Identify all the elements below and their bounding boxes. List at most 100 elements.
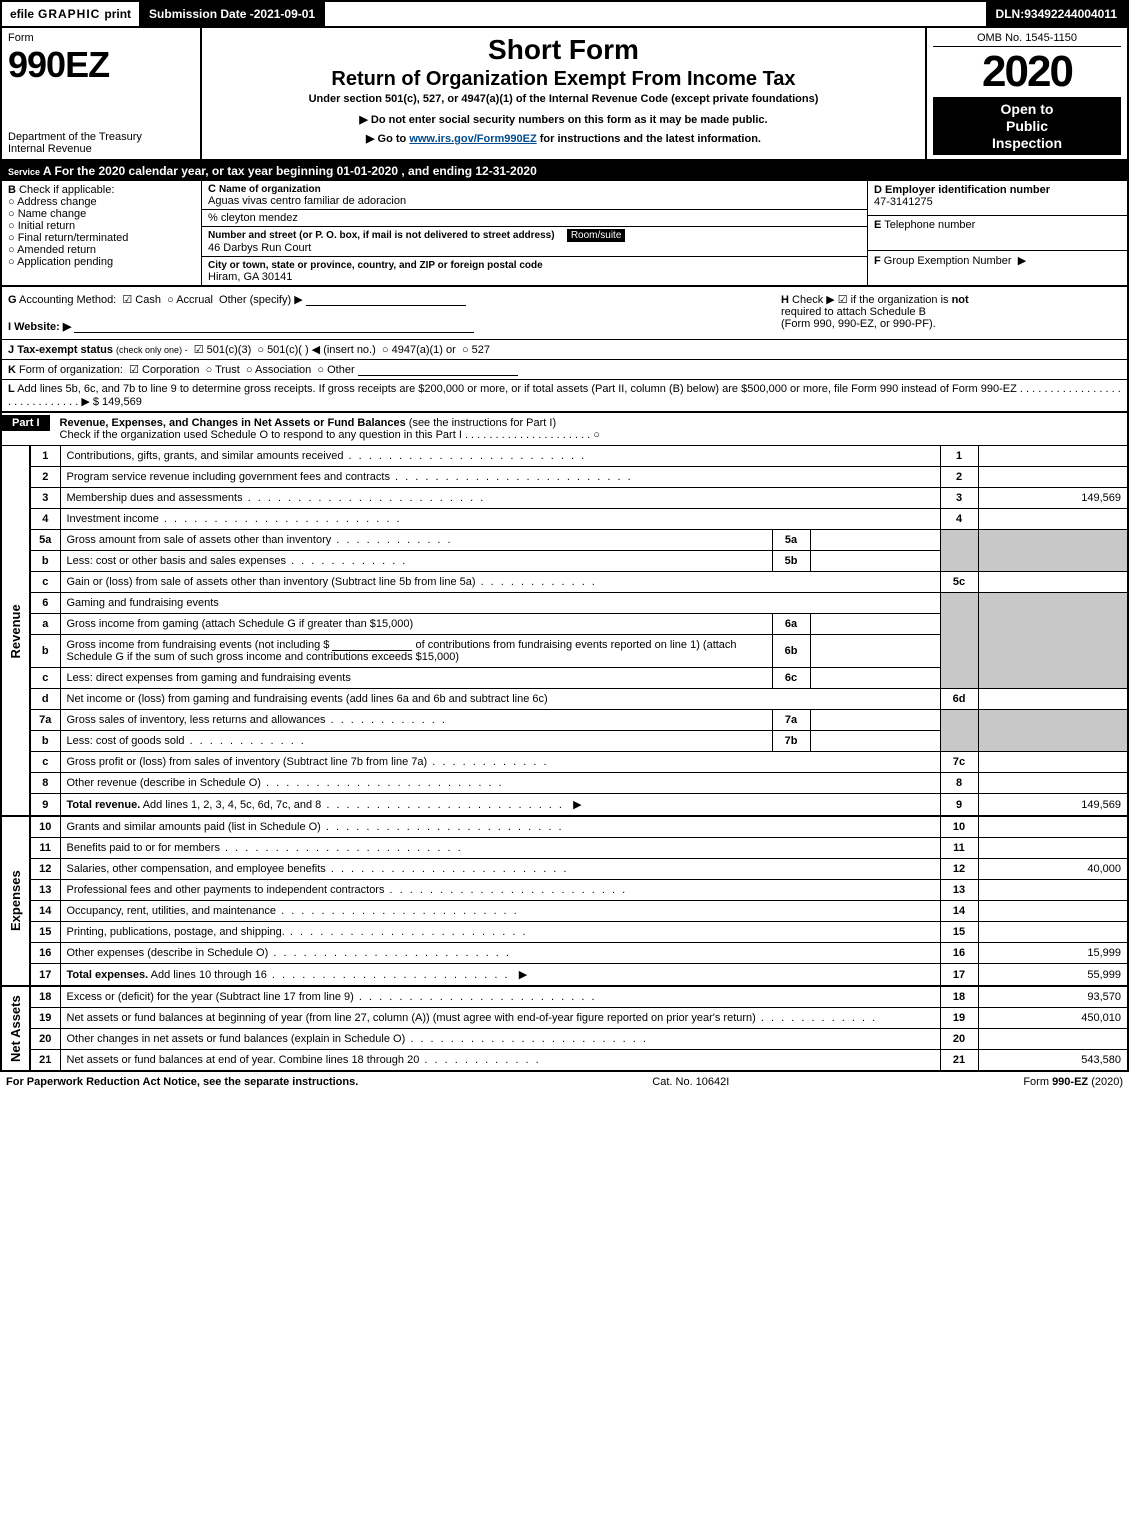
subval-7b bbox=[810, 731, 940, 752]
section-k: K Form of organization: Corporation Trus… bbox=[0, 359, 1129, 379]
form-number: 990EZ bbox=[8, 44, 194, 86]
ein-value: 47-3141275 bbox=[874, 196, 933, 208]
col-b: B Check if applicable: Address change Na… bbox=[2, 181, 202, 285]
check-if: Check if applicable: bbox=[19, 184, 114, 196]
service-tiny: Service bbox=[8, 167, 40, 177]
desc-6a: Gross income from gaming (attach Schedul… bbox=[60, 614, 772, 635]
ln-6d: d bbox=[30, 689, 60, 710]
greyval-7 bbox=[978, 710, 1128, 752]
city-label: City or town, state or province, country… bbox=[208, 260, 543, 271]
part-i-check-box[interactable]: ○ bbox=[593, 429, 600, 441]
sub-5a: 5a bbox=[772, 530, 810, 551]
desc-9b: Add lines 1, 2, 3, 4, 5c, 6d, 7c, and 8 bbox=[143, 799, 564, 811]
desc-14: Occupancy, rent, utilities, and maintena… bbox=[67, 905, 519, 917]
print-label[interactable]: print bbox=[104, 7, 131, 21]
j-label: J bbox=[8, 344, 14, 356]
ln-6c: c bbox=[30, 668, 60, 689]
graphic-label: GRAPHIC bbox=[38, 7, 100, 21]
j-501c[interactable]: 501(c)( ) ◀ (insert no.) bbox=[257, 344, 375, 356]
arrow-17: ▶ bbox=[519, 969, 527, 981]
k-assoc[interactable]: Association bbox=[246, 364, 311, 376]
website-label: Website: ▶ bbox=[14, 321, 71, 333]
num-17: 17 bbox=[940, 964, 978, 987]
ln-5c: c bbox=[30, 572, 60, 593]
num-8: 8 bbox=[940, 773, 978, 794]
addr-change[interactable]: Address change bbox=[8, 196, 97, 208]
num-10: 10 bbox=[940, 816, 978, 838]
paperwork-notice: For Paperwork Reduction Act Notice, see … bbox=[6, 1076, 358, 1088]
c-city-row: City or town, state or province, country… bbox=[202, 257, 867, 285]
ln-13: 13 bbox=[30, 880, 60, 901]
final-return[interactable]: Final return/terminated bbox=[8, 232, 128, 244]
val-16: 15,999 bbox=[978, 943, 1128, 964]
street-label: Number and street (or P. O. box, if mail… bbox=[208, 230, 555, 241]
city-value: Hiram, GA 30141 bbox=[208, 271, 292, 283]
h-text2: required to attach Schedule B bbox=[781, 306, 926, 318]
val-18: 93,570 bbox=[978, 986, 1128, 1008]
efile-print: efile GRAPHIC print bbox=[2, 2, 139, 26]
val-4 bbox=[978, 509, 1128, 530]
initial-return[interactable]: Initial return bbox=[8, 220, 75, 232]
subval-5b bbox=[810, 551, 940, 572]
part-i-label: Part I bbox=[2, 415, 50, 431]
num-1: 1 bbox=[940, 446, 978, 467]
desc-5a: Gross amount from sale of assets other t… bbox=[67, 534, 453, 546]
j-527[interactable]: 527 bbox=[462, 344, 490, 356]
desc-18: Excess or (deficit) for the year (Subtra… bbox=[67, 991, 597, 1003]
go-to-post: for instructions and the latest informat… bbox=[540, 133, 761, 145]
num-18: 18 bbox=[940, 986, 978, 1008]
part-i-check-dots: . . . . . . . . . . . . . . . . . . . . … bbox=[465, 429, 593, 441]
greyval-5 bbox=[978, 530, 1128, 572]
desc-12: Salaries, other compensation, and employ… bbox=[67, 863, 569, 875]
tel-label: Telephone number bbox=[884, 219, 975, 231]
no-ssn-line: ▶ Do not enter social security numbers o… bbox=[210, 113, 917, 126]
ln-7a: 7a bbox=[30, 710, 60, 731]
num-19: 19 bbox=[940, 1008, 978, 1029]
go-to-pre: ▶ Go to bbox=[366, 133, 409, 145]
amended-return[interactable]: Amended return bbox=[8, 244, 96, 256]
sub-6c: 6c bbox=[772, 668, 810, 689]
other-specify: Other (specify) ▶ bbox=[219, 294, 303, 306]
irs-link[interactable]: www.irs.gov/Form990EZ bbox=[409, 133, 536, 145]
irs-label: Internal Revenue bbox=[8, 143, 194, 155]
blank-6b[interactable] bbox=[332, 639, 412, 651]
ein-row: D Employer identification number 47-3141… bbox=[868, 181, 1127, 216]
k-corp[interactable]: Corporation bbox=[129, 364, 199, 376]
ln-2: 2 bbox=[30, 467, 60, 488]
top-bar: efile GRAPHIC print Submission Date - 20… bbox=[0, 0, 1129, 28]
open-to-public: Open to Public Inspection bbox=[933, 97, 1121, 155]
h-not: not bbox=[952, 294, 969, 306]
website-blank[interactable] bbox=[74, 321, 474, 333]
k-other[interactable]: Other bbox=[317, 364, 354, 376]
part-i-sub: (see the instructions for Part I) bbox=[409, 417, 556, 429]
desc-17: Total expenses. bbox=[67, 969, 149, 981]
a-label: A bbox=[43, 164, 51, 178]
ln-7b: b bbox=[30, 731, 60, 752]
num-13: 13 bbox=[940, 880, 978, 901]
app-pending[interactable]: Application pending bbox=[8, 256, 113, 268]
k-other-blank[interactable] bbox=[358, 364, 518, 376]
num-16: 16 bbox=[940, 943, 978, 964]
ln-1: 1 bbox=[30, 446, 60, 467]
desc-11: Benefits paid to or for members bbox=[67, 842, 463, 854]
care-of: % cleyton mendez bbox=[208, 212, 298, 224]
ln-21: 21 bbox=[30, 1050, 60, 1072]
k-trust[interactable]: Trust bbox=[206, 364, 240, 376]
ln-9: 9 bbox=[30, 794, 60, 817]
e-label: E bbox=[874, 219, 881, 231]
period-end: 12-31-2020 bbox=[475, 164, 536, 178]
desc-16: Other expenses (describe in Schedule O) bbox=[67, 947, 511, 959]
form-ref-year: (2020) bbox=[1091, 1076, 1123, 1088]
val-7c bbox=[978, 752, 1128, 773]
j-4947[interactable]: 4947(a)(1) or bbox=[382, 344, 456, 356]
header-right: OMB No. 1545-1150 2020 Open to Public In… bbox=[927, 28, 1127, 159]
accrual-check[interactable]: Accrual bbox=[167, 294, 213, 306]
efile-label: efile bbox=[10, 7, 34, 21]
other-blank[interactable] bbox=[306, 294, 466, 306]
name-change[interactable]: Name change bbox=[8, 208, 86, 220]
go-to-line: ▶ Go to www.irs.gov/Form990EZ for instru… bbox=[210, 132, 917, 145]
cash-check[interactable]: Cash bbox=[122, 294, 161, 306]
j-501c3[interactable]: 501(c)(3) bbox=[194, 344, 252, 356]
ln-10: 10 bbox=[30, 816, 60, 838]
under-section: Under section 501(c), 527, or 4947(a)(1)… bbox=[210, 93, 917, 105]
